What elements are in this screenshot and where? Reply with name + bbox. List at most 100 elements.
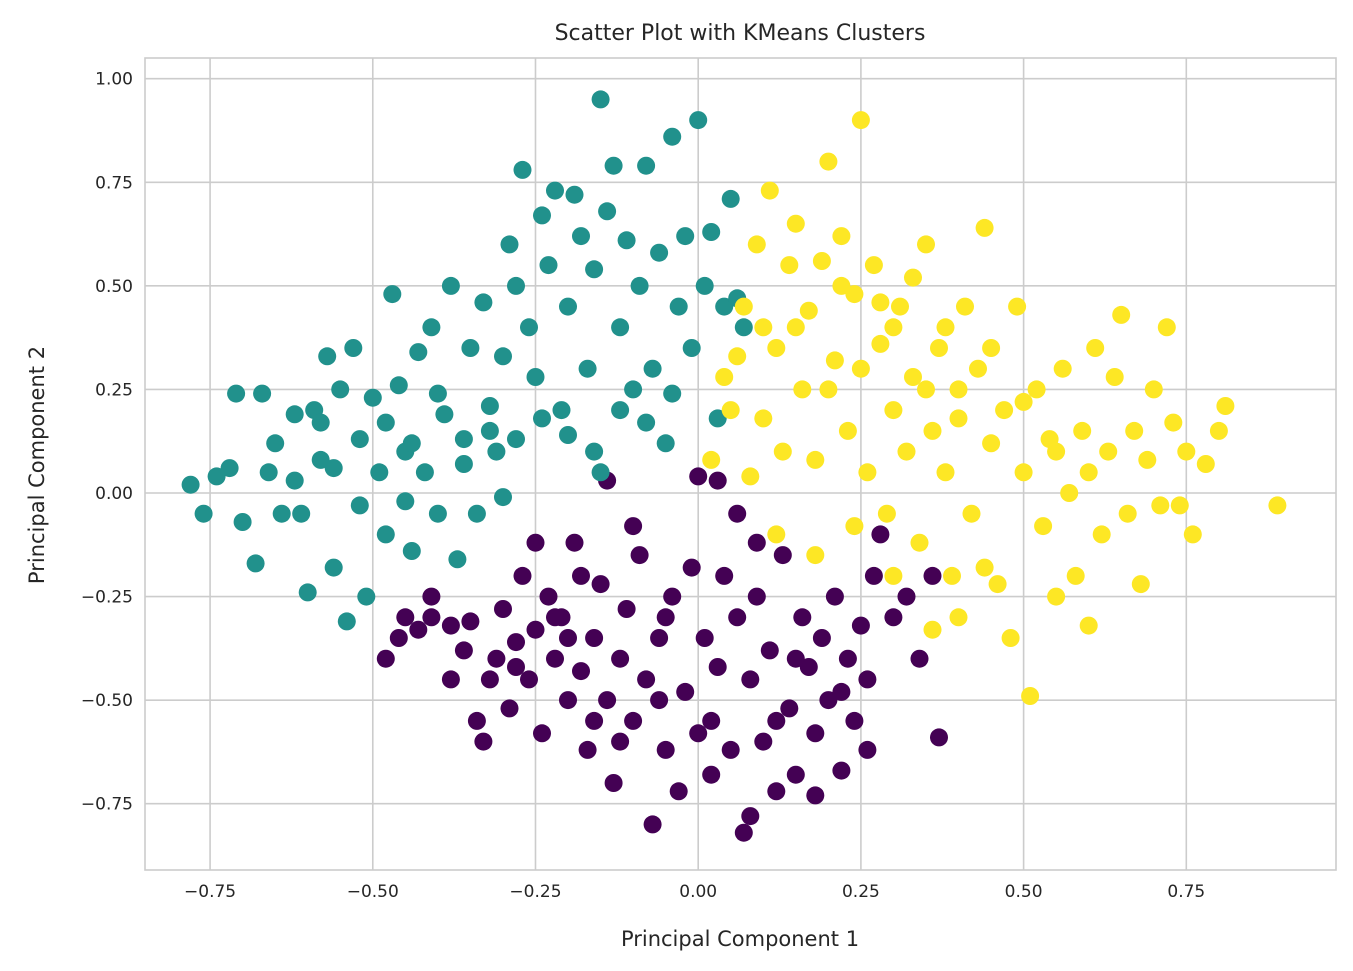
cluster-1-point bbox=[402, 542, 421, 560]
y-tick-label: −0.25 bbox=[81, 588, 133, 608]
cluster-1-point bbox=[552, 401, 571, 420]
cluster-0-point bbox=[526, 533, 545, 552]
cluster-0-point bbox=[812, 629, 831, 647]
cluster-2-point bbox=[845, 285, 864, 304]
cluster-0-point bbox=[461, 612, 480, 631]
cluster-1-point bbox=[637, 413, 656, 432]
cluster-1-point bbox=[721, 189, 740, 208]
cluster-0-point bbox=[702, 765, 721, 784]
cluster-2-point bbox=[702, 450, 721, 469]
cluster-0-point bbox=[689, 467, 708, 486]
cluster-1-point bbox=[507, 276, 525, 295]
cluster-0-point bbox=[572, 566, 590, 585]
cluster-2-point bbox=[877, 504, 896, 523]
cluster-2-point bbox=[825, 351, 844, 370]
cluster-0-point bbox=[389, 629, 408, 647]
cluster-2-point bbox=[741, 467, 760, 486]
cluster-1-point bbox=[337, 612, 356, 631]
cluster-1-point bbox=[246, 554, 265, 573]
cluster-0-point bbox=[441, 670, 460, 689]
cluster-1-point bbox=[324, 459, 343, 478]
cluster-1-point bbox=[539, 256, 558, 275]
cluster-2-point bbox=[930, 339, 948, 357]
cluster-2-point bbox=[871, 293, 890, 312]
y-tick-label: −0.75 bbox=[81, 795, 133, 815]
cluster-1-point bbox=[376, 525, 395, 544]
cluster-2-point bbox=[884, 401, 903, 420]
cluster-2-point bbox=[1144, 380, 1163, 399]
cluster-1-point bbox=[357, 587, 376, 606]
cluster-0-point bbox=[656, 740, 675, 759]
cluster-0-point bbox=[650, 629, 669, 647]
cluster-2-point bbox=[838, 421, 857, 440]
cluster-2-point bbox=[799, 301, 818, 320]
cluster-0-point bbox=[624, 517, 643, 536]
y-tick-label: 0.00 bbox=[95, 484, 133, 504]
cluster-0-point bbox=[715, 566, 734, 585]
cluster-1-point bbox=[591, 90, 610, 109]
cluster-1-point bbox=[467, 504, 486, 523]
cluster-1-point bbox=[480, 397, 499, 415]
cluster-1-point bbox=[546, 181, 564, 200]
cluster-1-point bbox=[507, 430, 525, 449]
cluster-0-point bbox=[747, 533, 766, 552]
cluster-0-point bbox=[832, 761, 851, 780]
cluster-2-point bbox=[949, 608, 968, 627]
cluster-0-point bbox=[656, 608, 675, 627]
cluster-1-point bbox=[376, 413, 395, 432]
cluster-0-point bbox=[767, 711, 786, 730]
cluster-2-point bbox=[819, 380, 838, 399]
cluster-2-point bbox=[1183, 525, 1202, 544]
cluster-0-point bbox=[858, 740, 877, 759]
cluster-1-point bbox=[448, 550, 467, 569]
cluster-2-point bbox=[1196, 455, 1215, 473]
cluster-0-point bbox=[806, 724, 825, 743]
cluster-1-point bbox=[318, 347, 337, 366]
cluster-1-point bbox=[708, 409, 727, 428]
x-tick-label: −0.25 bbox=[509, 882, 561, 902]
cluster-2-point bbox=[1014, 463, 1033, 482]
cluster-1-point bbox=[676, 227, 695, 246]
cluster-2-point bbox=[897, 442, 916, 461]
cluster-2-point bbox=[715, 368, 734, 386]
cluster-2-point bbox=[832, 227, 851, 246]
cluster-0-point bbox=[721, 740, 740, 759]
cluster-2-point bbox=[917, 380, 935, 399]
cluster-0-point bbox=[708, 658, 727, 676]
cluster-0-point bbox=[480, 670, 499, 689]
cluster-1-point bbox=[285, 471, 304, 490]
cluster-2-point bbox=[1151, 496, 1170, 515]
cluster-0-point bbox=[799, 658, 818, 676]
cluster-2-point bbox=[1092, 525, 1111, 544]
cluster-2-point bbox=[1099, 442, 1118, 461]
cluster-1-point bbox=[572, 227, 590, 246]
cluster-0-point bbox=[467, 711, 486, 730]
cluster-0-point bbox=[708, 471, 727, 490]
cluster-0-point bbox=[754, 732, 773, 751]
cluster-0-point bbox=[520, 670, 538, 689]
cluster-0-point bbox=[838, 649, 857, 668]
chart-title: Scatter Plot with KMeans Clusters bbox=[555, 21, 926, 46]
cluster-2-point bbox=[1079, 463, 1098, 482]
cluster-0-point bbox=[598, 691, 617, 710]
cluster-2-point bbox=[1177, 442, 1196, 461]
cluster-0-point bbox=[409, 620, 428, 639]
cluster-2-point bbox=[747, 235, 766, 254]
cluster-0-point bbox=[546, 608, 564, 627]
cluster-0-point bbox=[858, 670, 877, 689]
cluster-2-point bbox=[1131, 575, 1150, 594]
cluster-2-point bbox=[851, 359, 870, 378]
cluster-1-point bbox=[344, 339, 363, 357]
cluster-0-point bbox=[728, 608, 747, 627]
cluster-0-point bbox=[539, 587, 558, 606]
cluster-2-point bbox=[767, 339, 786, 357]
cluster-1-point bbox=[402, 434, 421, 453]
cluster-2-point bbox=[734, 297, 753, 316]
cluster-2-point bbox=[917, 235, 935, 254]
cluster-1-point bbox=[428, 384, 447, 403]
cluster-0-point bbox=[507, 658, 525, 676]
plot-frame bbox=[144, 57, 1337, 871]
cluster-0-point bbox=[578, 740, 597, 759]
cluster-0-point bbox=[734, 823, 753, 842]
cluster-0-point bbox=[533, 724, 551, 743]
